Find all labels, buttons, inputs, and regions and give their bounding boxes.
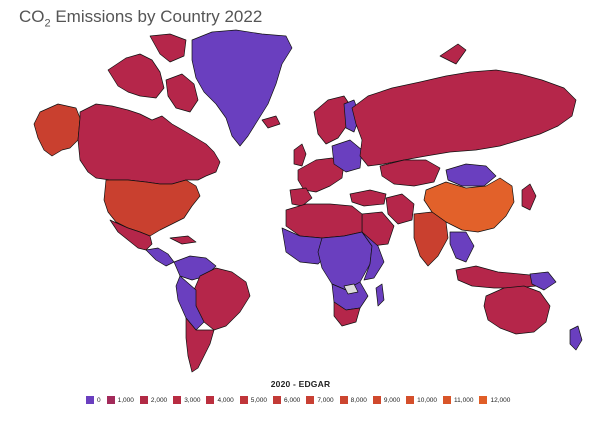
legend-swatch <box>86 396 94 404</box>
legend-label: 6,000 <box>284 396 301 404</box>
map-title: CO2 Emissions by Country 2022 <box>19 7 262 29</box>
legend-swatch <box>206 396 215 404</box>
legend-item: 7,000 <box>306 396 334 404</box>
legend-label: 9,000 <box>383 396 401 404</box>
region-canada[interactable] <box>77 103 221 185</box>
region-papua[interactable] <box>529 271 557 291</box>
legend-item: 3,000 <box>173 396 200 404</box>
region-nodata-africa[interactable] <box>343 283 359 295</box>
region-kazakhstan[interactable] <box>379 159 441 187</box>
region-novaya-zemlya[interactable] <box>439 43 467 65</box>
region-east-africa[interactable] <box>361 231 385 281</box>
region-new-zealand[interactable] <box>569 325 583 351</box>
legend-item: 1,000 <box>106 396 134 404</box>
legend-swatch <box>139 396 148 404</box>
region-arctic-islands[interactable] <box>107 53 165 99</box>
legend: 0 1,000 2,000 3,000 4,000 5,000 6,000 7,000 8,00… <box>86 396 516 404</box>
region-arctic-island-2[interactable] <box>149 33 187 63</box>
legend-label: 4,000 <box>217 396 234 404</box>
legend-item: 2,000 <box>139 396 168 404</box>
legend-label: 1,000 <box>117 396 134 404</box>
legend-item: 4,000 <box>206 396 234 404</box>
legend-label: 2,000 <box>150 396 168 404</box>
region-cuba[interactable] <box>169 235 197 245</box>
legend-title: 2020 - EDGAR <box>270 379 331 389</box>
region-uk[interactable] <box>293 143 307 167</box>
region-mongolia[interactable] <box>445 163 497 187</box>
region-iceland[interactable] <box>261 115 281 129</box>
legend-label: 11,000 <box>454 396 474 404</box>
region-iberia[interactable] <box>289 187 313 207</box>
region-argentina-chile[interactable] <box>185 317 215 373</box>
legend-swatch <box>339 396 348 404</box>
legend-item: 8,000 <box>339 396 367 404</box>
region-mexico[interactable] <box>109 219 153 251</box>
legend-label: 12,000 <box>490 396 511 404</box>
region-india[interactable] <box>413 211 449 267</box>
legend-swatch <box>306 396 315 404</box>
region-japan[interactable] <box>521 183 537 211</box>
region-west-europe[interactable] <box>297 157 345 193</box>
legend-item: 0 <box>86 396 101 404</box>
region-greenland[interactable] <box>191 29 293 147</box>
legend-label: 10,000 <box>417 396 438 404</box>
legend-label: 7,000 <box>317 396 334 404</box>
title-subscript: 2 <box>44 17 51 30</box>
legend-label: 0 <box>97 396 101 404</box>
region-indonesia[interactable] <box>455 265 541 289</box>
legend-swatch <box>406 396 415 404</box>
legend-swatch <box>372 396 381 404</box>
legend-label: 8,000 <box>350 396 367 404</box>
legend-swatch <box>239 396 248 404</box>
region-usa[interactable] <box>103 179 201 237</box>
legend-item: 11,000 <box>443 396 473 404</box>
region-australia[interactable] <box>483 285 551 335</box>
region-east-europe[interactable] <box>331 139 363 173</box>
region-central-america[interactable] <box>145 247 175 267</box>
region-madagascar[interactable] <box>375 283 385 307</box>
legend-swatch <box>173 396 182 404</box>
title-text-rest: Emissions by Country 2022 <box>50 7 263 26</box>
region-baffin[interactable] <box>165 73 199 113</box>
region-central-africa[interactable] <box>317 231 373 291</box>
legend-swatch <box>273 396 282 404</box>
legend-swatch <box>479 396 488 404</box>
legend-label: 5,000 <box>250 396 268 404</box>
legend-item: 10,000 <box>406 396 437 404</box>
region-alaska[interactable] <box>33 103 81 157</box>
legend-label: 3,000 <box>184 396 201 404</box>
legend-swatch <box>106 396 115 404</box>
region-north-africa[interactable] <box>285 203 363 239</box>
legend-item: 5,000 <box>239 396 268 404</box>
legend-swatch <box>443 396 452 404</box>
legend-item: 6,000 <box>273 396 300 404</box>
region-south-africa[interactable] <box>333 301 361 327</box>
legend-item: 9,000 <box>372 396 401 404</box>
title-text: CO <box>19 7 45 26</box>
legend-item: 12,000 <box>479 396 510 404</box>
region-turkey[interactable] <box>349 189 387 207</box>
region-iran[interactable] <box>385 193 415 225</box>
region-russia[interactable] <box>351 69 577 167</box>
region-se-asia[interactable] <box>449 231 475 263</box>
